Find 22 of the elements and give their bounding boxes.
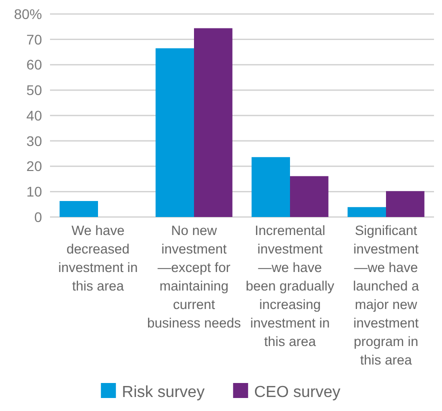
bar bbox=[290, 176, 328, 217]
bar bbox=[156, 48, 194, 217]
y-tick-label: 30 bbox=[26, 132, 42, 149]
x-tick-label: Significant investment —we have launched a major new investment program in this area bbox=[352, 223, 420, 368]
bar bbox=[252, 157, 290, 217]
y-tick-label: 60 bbox=[26, 56, 42, 73]
y-tick-label: 50 bbox=[26, 82, 42, 98]
bar bbox=[348, 207, 386, 217]
y-tick-label: 40 bbox=[26, 107, 42, 124]
legend-label: Risk survey bbox=[122, 384, 205, 401]
x-tick-label: No new investment —except for maintaining current business needs bbox=[147, 223, 242, 330]
y-tick-label: 0 bbox=[34, 208, 42, 225]
y-tick-label: 80% bbox=[14, 6, 42, 22]
y-tick-label: 10 bbox=[26, 184, 42, 200]
x-tick-label: We have decreased investment in this area bbox=[58, 223, 138, 294]
y-tick-label: 20 bbox=[26, 158, 42, 174]
legend-label: CEO survey bbox=[254, 384, 340, 401]
bar bbox=[194, 28, 232, 217]
bar bbox=[386, 191, 424, 217]
x-tick-label: Incremental investment —we have been gradually increasing investment in this area bbox=[246, 223, 335, 349]
bar bbox=[60, 201, 98, 217]
y-tick-label: 70 bbox=[26, 31, 42, 48]
